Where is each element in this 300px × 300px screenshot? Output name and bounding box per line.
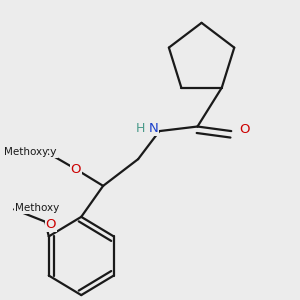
Text: Methoxy: Methoxy [15,203,59,213]
Text: H: H [135,122,145,135]
Text: Methoxy: Methoxy [10,147,57,157]
Text: N: N [149,122,159,135]
Text: Methoxy: Methoxy [4,147,48,157]
Text: O: O [46,218,56,232]
Text: O: O [71,164,81,176]
Text: O: O [239,123,250,136]
